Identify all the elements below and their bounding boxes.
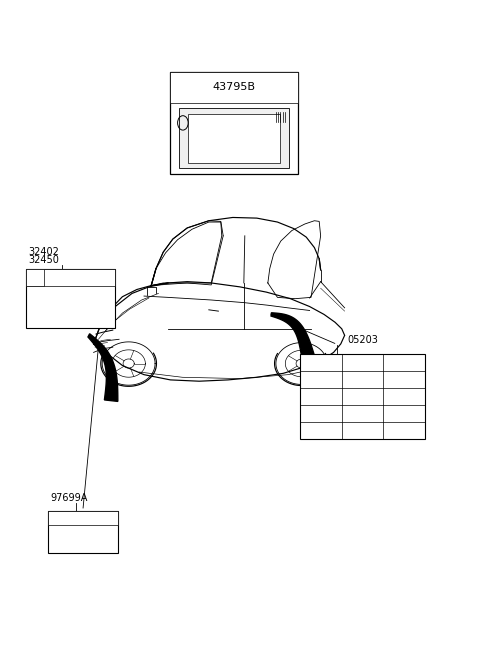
Text: 43795B: 43795B: [213, 83, 255, 92]
Bar: [48, 511, 118, 525]
Text: 32402: 32402: [29, 247, 60, 257]
Text: 97699A: 97699A: [50, 493, 88, 503]
Polygon shape: [88, 334, 118, 402]
Bar: [170, 72, 298, 102]
Polygon shape: [271, 313, 314, 359]
Bar: [300, 354, 425, 439]
Bar: [179, 107, 289, 168]
Bar: [48, 511, 118, 553]
Bar: [170, 72, 298, 174]
Bar: [188, 114, 280, 163]
Bar: [26, 269, 44, 286]
Text: 05203: 05203: [347, 335, 378, 345]
Text: 32450: 32450: [29, 255, 60, 265]
Bar: [26, 269, 115, 286]
Bar: [26, 269, 115, 328]
